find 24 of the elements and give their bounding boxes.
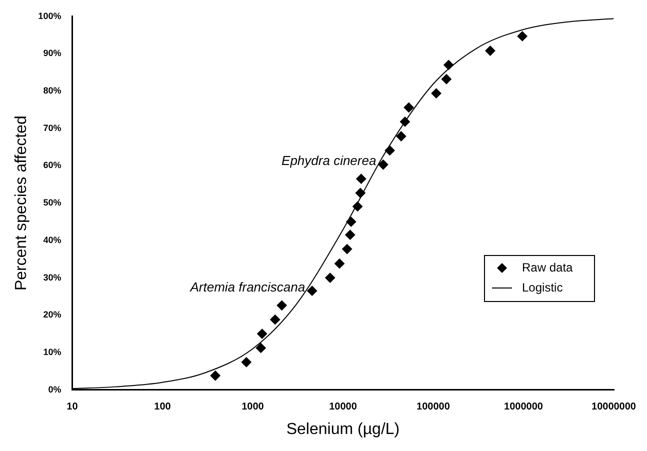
annotation: Ephydra cinerea (282, 153, 376, 168)
legend-label: Raw data (522, 260, 574, 274)
y-tick-label: 20% (43, 310, 62, 320)
x-tick-label: 100000 (416, 402, 450, 413)
y-tick-label: 10% (43, 346, 62, 357)
x-tick-label: 10000000 (592, 402, 636, 413)
y-axis-title: Percent species affected (13, 116, 30, 291)
y-tick-label: 0% (48, 384, 62, 394)
y-tick-label: 90% (43, 48, 62, 58)
y-tick-label: 40% (43, 234, 62, 245)
x-tick-label: 1000000 (504, 402, 544, 413)
y-tick-label: 30% (43, 272, 62, 282)
y-tick-label: 100% (38, 10, 62, 21)
x-tick-label: 10 (66, 402, 78, 413)
x-axis-title: Selenium (µg/L) (286, 420, 400, 438)
annotation: Artemia franciscana (189, 279, 306, 294)
y-tick-label: 80% (43, 86, 62, 96)
x-tick-label: 100 (154, 402, 172, 413)
x-tick-label: 10000 (329, 402, 358, 413)
y-tick-label: 60% (43, 160, 62, 170)
x-tick-label: 1000 (242, 402, 264, 413)
y-tick-label: 50% (43, 198, 62, 208)
y-tick-label: 70% (43, 122, 62, 133)
legend-label: Logistic (522, 280, 563, 294)
